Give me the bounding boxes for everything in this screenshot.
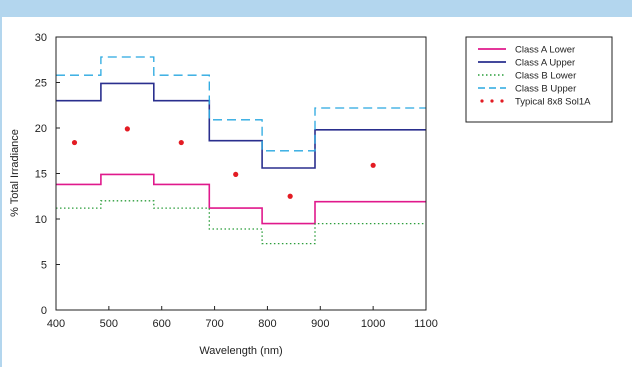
point-typical-8x8-sol1a-1	[124, 126, 130, 132]
series-class-a-upper	[56, 82, 426, 169]
x-tick-label: 400	[47, 318, 65, 330]
x-tick-label: 800	[258, 318, 276, 330]
x-tick-label: 700	[205, 318, 223, 330]
series-class-a-lower	[56, 173, 426, 225]
y-tick-label: 10	[35, 214, 47, 226]
legend-swatch-typical-8x8-sol1a-2	[500, 99, 504, 103]
x-tick-label: 900	[311, 318, 329, 330]
legend-label-typical-8x8-sol1a: Typical 8x8 Sol1A	[515, 97, 591, 108]
axis-layer: 400 500 600 700 800 900 1000 1100 0 5 10 15 20 25 30	[35, 32, 438, 330]
point-typical-8x8-sol1a-5	[370, 162, 376, 168]
x-axis-title: Wavelength (nm)	[199, 345, 282, 357]
series-class-b-lower	[56, 200, 426, 245]
legend-label-class-a-upper: Class A Upper	[515, 58, 575, 69]
x-tick-label: 1100	[414, 318, 438, 330]
x-tick-label: 1000	[361, 318, 385, 330]
y-tick-label: 20	[35, 123, 47, 135]
point-typical-8x8-sol1a-4	[287, 193, 293, 199]
x-tick-label: 600	[153, 318, 171, 330]
legend-items: Class A Lower Class A Upper Class B Lower C…	[478, 45, 591, 108]
legend-label-class-b-lower: Class B Lower	[515, 71, 576, 82]
legend: Class A Lower Class A Upper Class B Lower C…	[465, 36, 613, 123]
y-tick-label: 0	[41, 305, 47, 317]
y-tick-label: 30	[35, 32, 47, 44]
legend-box	[465, 36, 613, 123]
legend-swatch-typical-8x8-sol1a-0	[480, 99, 484, 103]
header-band	[0, 0, 632, 17]
y-axis-title: % Total Irradiance	[9, 129, 21, 217]
legend-label-class-b-upper: Class B Upper	[515, 84, 576, 95]
left-border	[0, 17, 2, 367]
y-tick-label: 15	[35, 169, 47, 181]
y-tick-label: 25	[35, 78, 47, 90]
legend-label-class-a-lower: Class A Lower	[515, 45, 575, 56]
plot-area	[55, 36, 427, 311]
point-typical-8x8-sol1a-0	[71, 139, 78, 146]
x-tick-label: 500	[100, 318, 118, 330]
y-tick-label: 5	[41, 260, 47, 272]
series-layer	[56, 56, 426, 245]
series-class-b-upper	[56, 56, 426, 152]
point-typical-8x8-sol1a-3	[233, 171, 239, 178]
legend-swatch-typical-8x8-sol1a-1	[490, 99, 494, 103]
point-typical-8x8-sol1a-2	[178, 139, 184, 146]
